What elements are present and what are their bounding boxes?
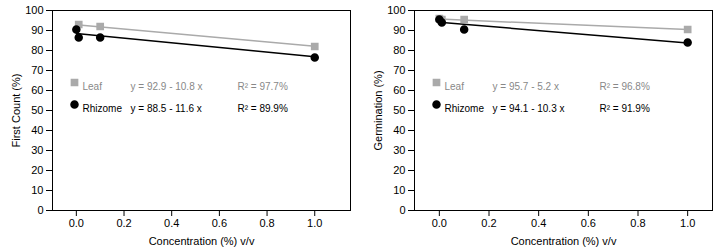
svg-text:0.6: 0.6 [581, 217, 596, 229]
svg-text:y = 95.7 - 5.2 x: y = 95.7 - 5.2 x [493, 81, 559, 92]
svg-text:0.4: 0.4 [531, 217, 546, 229]
svg-text:90: 90 [31, 24, 43, 36]
svg-text:70: 70 [393, 64, 405, 76]
svg-text:1.0: 1.0 [680, 217, 695, 229]
svg-text:R² = 91.9%: R² = 91.9% [600, 103, 650, 114]
svg-text:y = 92.9 - 10.8 x: y = 92.9 - 10.8 x [131, 81, 203, 92]
svg-text:0.0: 0.0 [69, 217, 84, 229]
svg-text:40: 40 [31, 124, 43, 136]
svg-text:0: 0 [399, 204, 405, 216]
svg-text:First Count (%): First Count (%) [10, 74, 22, 148]
svg-text:100: 100 [387, 4, 405, 16]
svg-text:0.6: 0.6 [212, 217, 227, 229]
svg-text:80: 80 [31, 44, 43, 56]
svg-text:20: 20 [31, 164, 43, 176]
svg-text:Rhizome: Rhizome [83, 103, 123, 114]
svg-text:y = 88.5 - 11.6 x: y = 88.5 - 11.6 x [131, 103, 202, 114]
svg-text:40: 40 [393, 124, 405, 136]
svg-text:Concentration (%) v/v: Concentration (%) v/v [511, 235, 617, 247]
svg-text:90: 90 [393, 24, 405, 36]
svg-text:30: 30 [393, 144, 405, 156]
svg-text:50: 50 [31, 104, 43, 116]
svg-text:1.0: 1.0 [307, 217, 322, 229]
svg-text:0.8: 0.8 [630, 217, 645, 229]
svg-text:30: 30 [31, 144, 43, 156]
svg-text:10: 10 [31, 184, 43, 196]
svg-text:80: 80 [393, 44, 405, 56]
svg-text:Concentration (%) v/v: Concentration (%) v/v [149, 235, 255, 247]
svg-text:60: 60 [31, 84, 43, 96]
svg-text:0: 0 [37, 204, 43, 216]
svg-text:y = 94.1 - 10.3 x: y = 94.1 - 10.3 x [493, 103, 565, 114]
svg-text:50: 50 [393, 104, 405, 116]
svg-text:0.8: 0.8 [259, 217, 274, 229]
svg-text:0.0: 0.0 [432, 217, 447, 229]
svg-text:70: 70 [31, 64, 43, 76]
svg-text:100: 100 [25, 4, 43, 16]
svg-text:0.2: 0.2 [116, 217, 131, 229]
svg-text:0.2: 0.2 [481, 217, 496, 229]
svg-text:R² = 97.7%: R² = 97.7% [238, 81, 288, 92]
svg-text:R² = 89.9%: R² = 89.9% [238, 103, 288, 114]
svg-text:60: 60 [393, 84, 405, 96]
svg-text:20: 20 [393, 164, 405, 176]
svg-text:10: 10 [393, 184, 405, 196]
svg-text:Leaf: Leaf [445, 81, 465, 92]
svg-text:Germination (%): Germination (%) [372, 70, 384, 150]
svg-text:0.4: 0.4 [164, 217, 179, 229]
svg-text:R² = 96.8%: R² = 96.8% [600, 81, 650, 92]
svg-text:Rhizome: Rhizome [445, 103, 485, 114]
svg-text:Leaf: Leaf [83, 81, 103, 92]
